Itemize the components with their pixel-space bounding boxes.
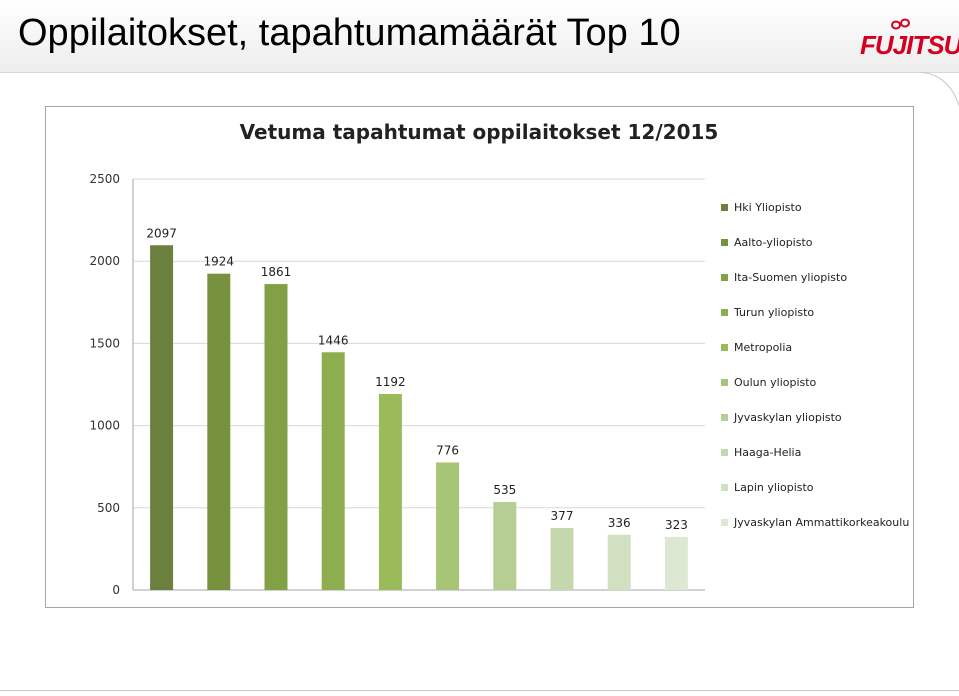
legend-swatch: [721, 309, 728, 316]
data-label: 2097: [146, 226, 177, 240]
legend-entry: Ita-Suomen yliopisto: [734, 271, 847, 284]
data-label: 535: [493, 483, 516, 497]
bar: [550, 528, 574, 590]
slide-header: Oppilaitokset, tapahtumamäärät Top 10 FU…: [0, 0, 959, 73]
y-tick-label: 500: [97, 501, 120, 515]
legend-swatch: [721, 274, 728, 281]
chart-title: Vetuma tapahtumat oppilaitokset 12/2015: [240, 120, 719, 144]
fujitsu-logo: FUJITSU: [860, 18, 959, 60]
legend-entry: Lapin yliopisto: [734, 481, 814, 494]
bar: [264, 284, 288, 590]
legend-swatch: [721, 344, 728, 351]
data-label: 1861: [261, 265, 292, 279]
header-curve-decoration: [919, 72, 959, 107]
legend-entry: Jyvaskylan yliopisto: [733, 411, 842, 424]
legend-entry: Aalto-yliopisto: [734, 236, 813, 249]
logo-text: FUJITSU: [860, 30, 959, 60]
data-label: 1924: [204, 255, 235, 269]
y-tick-label: 0: [112, 583, 120, 597]
bar: [321, 352, 345, 590]
legend-swatch: [721, 379, 728, 386]
y-tick-label: 1000: [89, 419, 120, 433]
legend-entry: Metropolia: [734, 341, 792, 354]
bar: [436, 462, 460, 590]
data-label: 377: [551, 509, 574, 523]
legend-entry: Jyvaskylan Ammattikorkeakoulu: [733, 516, 909, 529]
y-tick-label: 2500: [89, 172, 120, 186]
legend-entry: Hki Yliopisto: [734, 201, 802, 214]
y-tick-label: 1500: [89, 336, 120, 350]
legend-entry: Haaga-Helia: [734, 446, 801, 459]
bar: [493, 502, 517, 590]
bar: [150, 245, 174, 590]
data-label: 776: [436, 443, 459, 457]
legend-swatch: [721, 484, 728, 491]
y-tick-label: 2000: [89, 254, 120, 268]
bar: [664, 536, 688, 590]
bar: [378, 394, 402, 590]
chart-frame: Vetuma tapahtumat oppilaitokset 12/2015 0…: [45, 106, 914, 608]
bar-chart: Vetuma tapahtumat oppilaitokset 12/2015 0…: [89, 120, 909, 597]
data-label: 1446: [318, 333, 349, 347]
bar: [607, 534, 631, 590]
data-label: 336: [608, 516, 631, 530]
legend-swatch: [721, 204, 728, 211]
legend-swatch: [721, 239, 728, 246]
data-label: 1192: [375, 375, 406, 389]
slide-title: Oppilaitokset, tapahtumamäärät Top 10: [18, 12, 681, 54]
data-label: 323: [665, 518, 688, 532]
legend-swatch: [721, 414, 728, 421]
legend-swatch: [721, 449, 728, 456]
legend-entry: Oulun yliopisto: [734, 376, 817, 389]
legend-swatch: [721, 519, 728, 526]
bar: [207, 273, 231, 590]
legend-entry: Turun yliopisto: [733, 306, 814, 319]
fujitsu-infinity-icon: [891, 18, 910, 30]
footer-divider: [0, 690, 959, 691]
